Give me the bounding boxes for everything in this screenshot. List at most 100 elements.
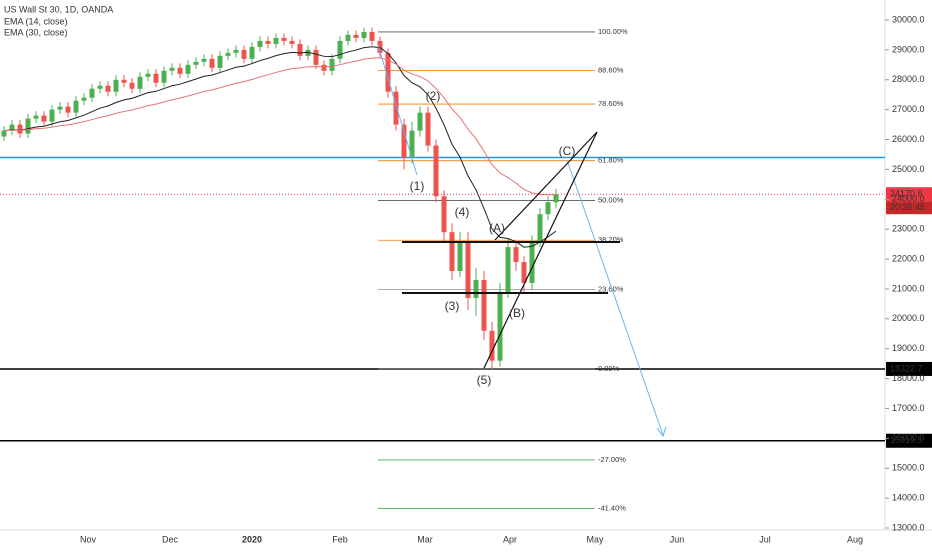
candle-body [361,31,367,38]
y-tick-label: 19000.0 [892,343,925,353]
candle-body [529,241,535,283]
y-tick-label: 14000.0 [892,492,925,502]
x-tick-label: Jun [670,534,685,544]
candle-body [169,67,175,71]
ema-line [3,46,557,248]
candle-body [345,34,351,41]
candle-body [105,85,111,92]
candle-body [281,37,287,41]
candle-body [177,67,183,74]
y-tick-label: 15000.0 [892,463,925,473]
candle-body [393,91,399,125]
candle-body [401,124,407,158]
candle-body [57,106,63,110]
plot: 100.00% 88.60% 78.60% 61.80% 50.00% 38.20% 23.… [0,27,885,512]
y-tick-label: 25000.0 [892,164,925,174]
y-tick-label: 22000.0 [892,253,925,263]
candle-body [33,115,39,119]
wave-line [377,44,418,176]
candle-body [353,34,359,38]
candle-body [137,76,143,89]
overlay: (1) (2) (3) (4) (5) (A) (B) (C) 24170.6 18322.7 15… [410,89,932,448]
wave-label: (3) [445,299,460,313]
x-tick-label: May [586,534,604,544]
candle-body [49,109,55,122]
candle-body [265,40,271,44]
wave-label: (2) [426,89,441,103]
countdown: 20:36:45 [890,202,925,212]
price-tag [886,361,932,376]
wave-label: (5) [477,373,492,387]
wave-label: (A) [489,221,505,235]
candle-body [121,79,127,83]
y-tick-label: 26000.0 [892,134,925,144]
candle-body [193,61,199,65]
fib-label: 38.20% [598,235,624,244]
candle-body [473,279,479,298]
candle-body [289,40,295,44]
candle-body [409,130,415,158]
wave-label: (B) [509,306,525,320]
price-tag-label: 18322.7 [890,363,923,373]
fib-label: -27.00% [598,455,626,464]
candle-body [249,46,255,59]
fib-label: 78.60% [598,99,624,108]
fib-label: 61.80% [598,156,624,165]
candle-body [321,64,327,71]
candle-body [41,115,47,122]
candle-body [17,124,23,134]
fib-label: 88.60% [598,65,624,74]
price-tag [886,187,932,202]
fib-label: 23.60% [598,284,624,293]
x-tick-label: Dec [162,534,179,544]
candle-body [113,79,119,92]
candle-body [225,52,231,56]
y-tick-label: 24000.0 [892,194,925,204]
price-tag-label: 24170.6 [890,189,923,199]
candle-body [433,145,439,197]
candle-body [129,82,135,89]
price-tag-label: 15919.5 [890,435,923,445]
candle-body [441,196,447,233]
candle-body [489,330,495,361]
ema-line [3,57,557,196]
candle-body [297,43,303,56]
y-tick-label: 17000.0 [892,403,925,413]
y-tick-label: 29000.0 [892,44,925,54]
candle-body [425,112,431,146]
candle-body [1,130,7,137]
candle-body [161,70,167,83]
x-tick-label: 2020 [242,534,262,544]
y-tick-label: 16000.0 [892,433,925,443]
candle-body [233,49,239,53]
x-tick-label: Mar [417,534,433,544]
candle-body [145,73,151,77]
candle-body [385,52,391,92]
candle-body [81,97,87,101]
candle-body [505,247,511,292]
x-tick-label: Aug [847,534,863,544]
drawings [377,44,667,438]
projection-arrow [566,159,664,436]
candle-body [25,118,31,134]
fib-label: 100.00% [598,27,628,36]
y-tick-label: 27000.0 [892,104,925,114]
wedge-line [483,131,598,369]
candle-body [545,202,551,215]
indicator-legend: EMA (14, close) [4,16,68,26]
candle-body [217,55,223,68]
candle-body [89,88,95,98]
y-tick-label: 30000.0 [892,14,925,24]
y-tick-label: 21000.0 [892,283,925,293]
y-tick-label: 23000.0 [892,224,925,234]
price-tag [886,433,932,448]
candle-body [9,124,15,131]
candle-body [257,40,263,47]
candle-body [65,106,71,113]
y-tick-label: 28000.0 [892,74,925,84]
y-tick-label: 18000.0 [892,373,925,383]
x-tick-label: Nov [80,534,97,544]
candle-body [201,58,207,62]
candle-body [273,37,279,44]
